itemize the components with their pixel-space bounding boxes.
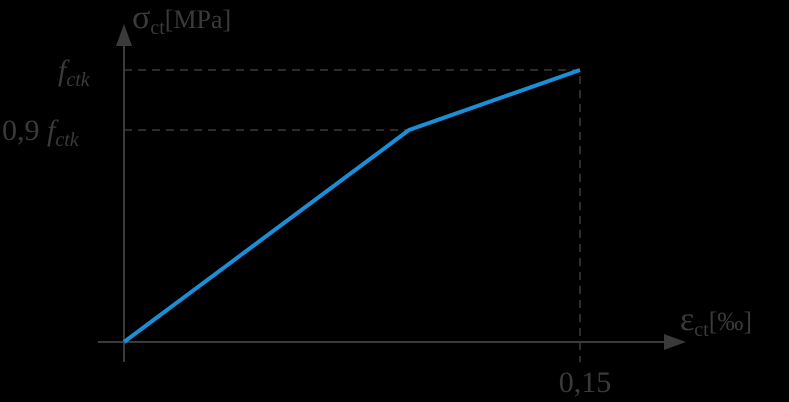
x-axis-label: εct[‰]	[680, 301, 752, 341]
y-symbol: σ	[132, 0, 150, 36]
y-unit: [MPa]	[165, 5, 231, 34]
y-subscript: ct	[150, 17, 165, 39]
x-unit: [‰]	[709, 307, 752, 336]
x-symbol: ε	[680, 301, 694, 338]
fctk-subscript: ctk	[66, 69, 90, 91]
stress-strain-line	[122, 68, 581, 344]
guide-fctk	[124, 69, 581, 362]
y-axis-label: σct[MPa]	[132, 0, 231, 39]
fctk09-prefix: 0,9	[2, 114, 47, 147]
y-arrow	[116, 24, 132, 46]
x-mark-label: 0,15	[559, 366, 612, 399]
fctk-label: fctk	[58, 54, 91, 91]
x-arrow	[664, 334, 686, 350]
fctk09-subscript: ctk	[55, 129, 79, 151]
x-subscript: ct	[694, 319, 709, 341]
fctk09-label: 0,9 fctk	[2, 114, 80, 151]
